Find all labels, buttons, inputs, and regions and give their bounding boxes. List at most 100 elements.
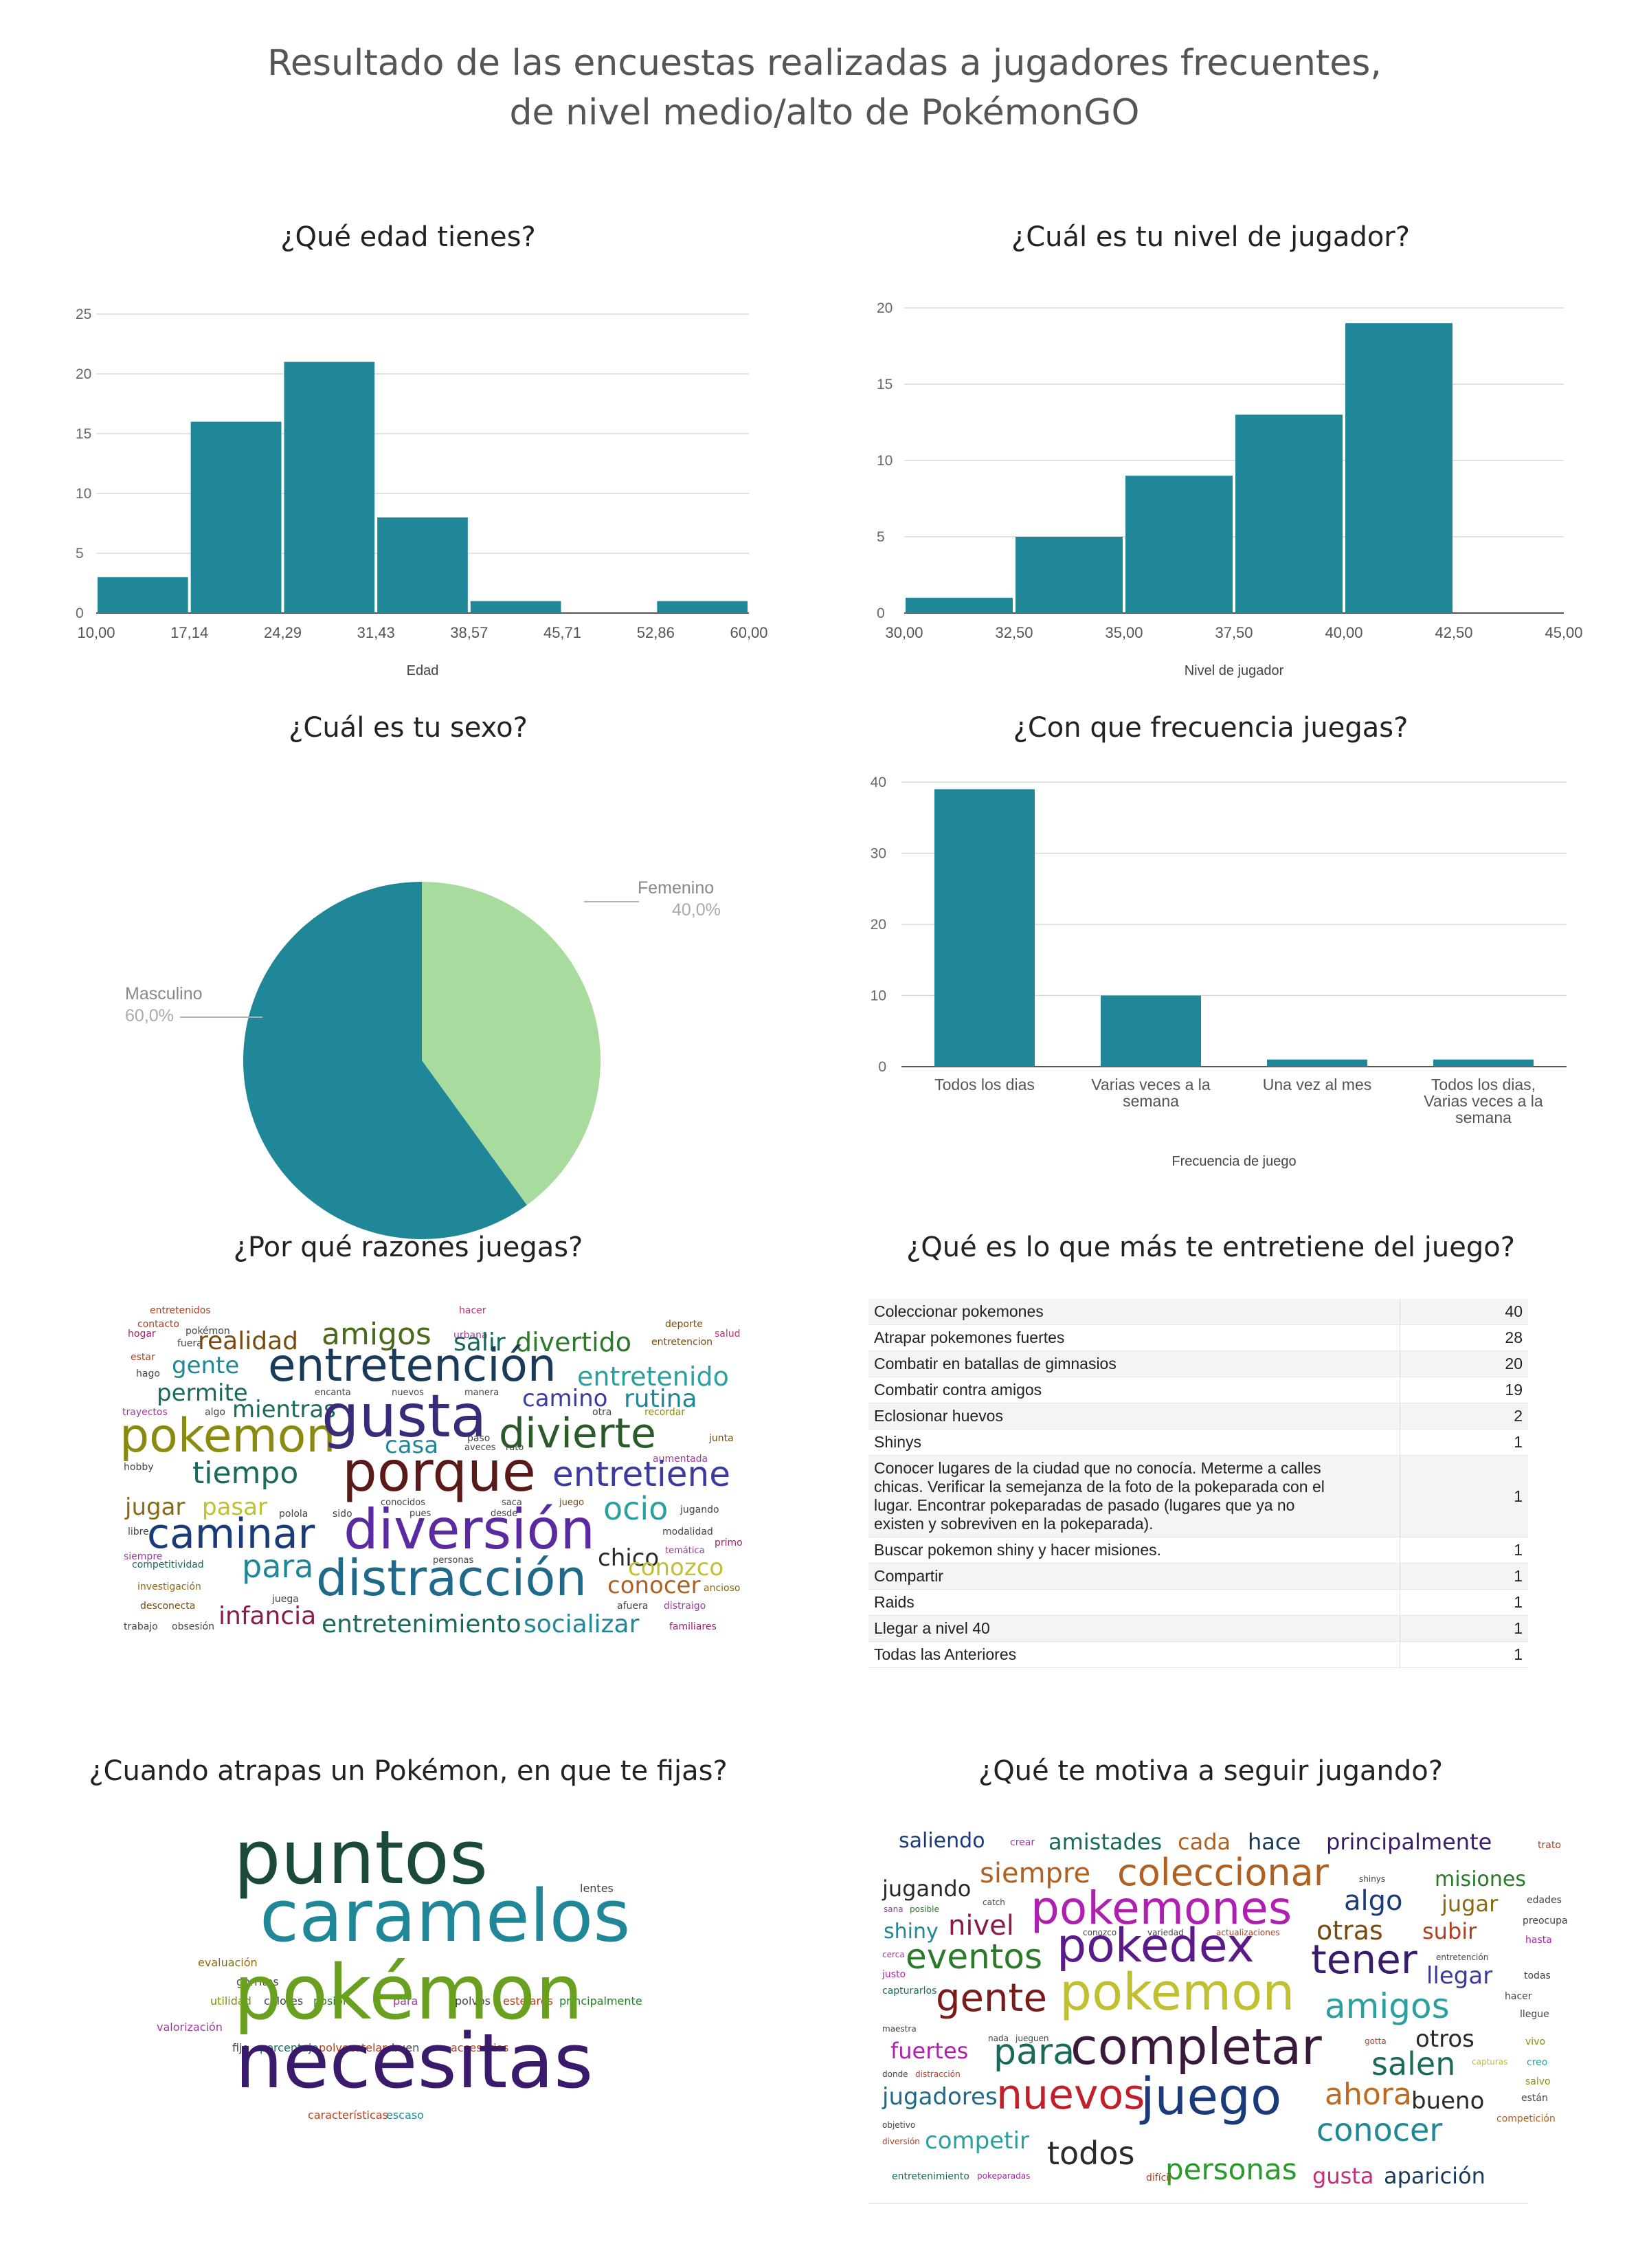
word-cloud-word: desde <box>491 1509 518 1519</box>
word-cloud-word: nuevos <box>392 1388 424 1398</box>
word-cloud-word: características <box>308 2109 388 2122</box>
frequency-bar-chart: 0 10 20 30 40 Todos los dias Varias veces a la… <box>871 775 1567 1169</box>
word-cloud-word: ocio <box>603 1490 669 1527</box>
word-cloud-word: investigación <box>137 1581 201 1592</box>
table-cell-label: Buscar pokemon shiny y hacer misiones. <box>868 1537 1400 1564</box>
word-cloud-word: jugando <box>882 1876 972 1902</box>
table-cell-value: 28 <box>1400 1324 1528 1351</box>
word-cloud-word: nuevos <box>996 2071 1145 2119</box>
word-cloud-word: catch <box>983 1898 1005 1907</box>
word-cloud-word: conocer <box>607 1572 701 1599</box>
word-cloud-word: polvoestelar <box>319 2041 387 2054</box>
table-cell-value: 1 <box>1400 1589 1528 1616</box>
word-cloud-word: entretenimiento <box>892 2171 969 2182</box>
word-cloud-word: aveces <box>464 1443 496 1453</box>
word-cloud-word: paso <box>467 1433 491 1444</box>
table-cell-label: Combatir contra amigos <box>868 1377 1400 1403</box>
word-cloud-word: buen <box>392 2041 420 2054</box>
freq-ytick-label: 10 <box>871 988 886 1004</box>
entertain-table: Coleccionar pokemones 40 Atrapar pokemones… <box>868 1299 1528 1668</box>
word-cloud-word: entretiene <box>552 1454 730 1494</box>
age-xtick-label: 31,43 <box>357 624 395 641</box>
word-cloud-word: entretenido <box>577 1361 729 1392</box>
age-bar <box>657 601 748 613</box>
word-cloud-word: modalidad <box>662 1526 713 1537</box>
word-cloud-word: variedad <box>1147 1928 1184 1937</box>
word-cloud-word: colores <box>264 1994 304 2008</box>
freq-category-label: Todos los dias <box>934 1076 1035 1093</box>
table-row: Conocer lugares de la ciudad que no cono… <box>868 1455 1528 1537</box>
word-cloud-word: nivel <box>948 1910 1014 1942</box>
table-cell-label: Raids <box>868 1589 1400 1616</box>
age-xlabel: Edad <box>407 663 439 678</box>
word-cloud-word: rutina <box>624 1385 697 1413</box>
age-ytick-label: 15 <box>76 426 91 442</box>
word-cloud-word: temática <box>665 1546 705 1556</box>
freq-category-label: Una vez al mes <box>1263 1076 1372 1093</box>
word-cloud-word: cada <box>1178 1829 1231 1855</box>
freq-ytick-label: 40 <box>871 775 886 790</box>
word-cloud-word: entretención <box>1436 1953 1489 1962</box>
word-cloud-word: llegue <box>1520 2009 1549 2020</box>
word-cloud-word: entretencion <box>651 1337 713 1348</box>
level-xtick-label: 37,50 <box>1215 624 1253 641</box>
word-cloud-word: salud <box>715 1328 741 1339</box>
word-cloud-word: salen <box>1371 2045 1456 2082</box>
word-cloud-word: divertido <box>515 1327 631 1357</box>
level-bar <box>1016 537 1123 613</box>
word-cloud-word: competir <box>925 2127 1029 2155</box>
word-cloud-word: todos <box>1047 2135 1135 2172</box>
word-cloud-word: realidad <box>198 1327 298 1355</box>
table-cell-value: 20 <box>1400 1350 1528 1377</box>
age-xtick-label: 60,00 <box>730 624 767 641</box>
motivate-word-cloud: saliendo crear amistades cada hace principalm… <box>873 1821 1568 2206</box>
word-cloud-word: principalmente <box>1326 1829 1492 1855</box>
table-cell-label: Llegar a nivel 40 <box>868 1615 1400 1642</box>
word-cloud-word: diversión <box>882 2137 920 2146</box>
age-bar <box>284 362 375 613</box>
word-cloud-word: shinys <box>1359 1874 1386 1884</box>
word-cloud-word: todas <box>1524 1970 1551 1981</box>
word-cloud-word: ahora <box>1325 2077 1412 2112</box>
word-cloud-word: hogar <box>128 1328 156 1339</box>
level-ytick-label: 10 <box>877 453 893 469</box>
age-histogram: 0 5 10 15 20 25 10,00 17,14 24,29 31,43 38,57 45,71… <box>76 307 768 678</box>
word-cloud-word: fuertes <box>890 2038 969 2064</box>
age-ytick-label: 25 <box>76 307 91 322</box>
word-cloud-word: amistades <box>1048 1829 1163 1855</box>
word-cloud-word: coleccionar <box>1117 1851 1329 1894</box>
word-cloud-word: contacto <box>137 1319 179 1330</box>
word-cloud-word: sana <box>884 1904 904 1914</box>
word-cloud-word: utilidad <box>210 1994 251 2008</box>
word-cloud-word: saliendo <box>899 1829 985 1853</box>
word-cloud-word: principalmente <box>559 1994 642 2008</box>
word-cloud-word: actualizaciones <box>1216 1928 1280 1937</box>
pie-slice-femenino <box>422 882 601 1205</box>
table-cell-label: Eclosionar huevos <box>868 1403 1400 1430</box>
word-cloud-word: algo <box>205 1407 225 1418</box>
table-row: Atrapar pokemones fuertes 28 <box>868 1324 1528 1351</box>
word-cloud-word: gente <box>172 1352 240 1379</box>
word-cloud-word: pokémon <box>234 1948 583 2036</box>
word-cloud-word: crear <box>1010 1837 1035 1848</box>
catch-cloud-title: ¿Cuando atrapas un Pokémon, en que te fi… <box>89 1755 728 1787</box>
table-row: Eclosionar huevos 2 <box>868 1403 1528 1430</box>
level-xtick-label: 42,50 <box>1435 624 1472 641</box>
word-cloud-word: chico <box>598 1544 660 1572</box>
level-ytick-label: 15 <box>877 377 893 392</box>
table-cell-label: Shinys <box>868 1429 1400 1456</box>
freq-bar <box>1267 1059 1367 1067</box>
word-cloud-word: llegar <box>1426 1962 1493 1990</box>
word-cloud-word: hasta <box>1525 1935 1552 1946</box>
word-cloud-word: posible <box>910 1904 939 1914</box>
age-xtick-label: 10,00 <box>77 624 115 641</box>
level-bar <box>1345 323 1452 613</box>
word-cloud-word: lentes <box>580 1882 614 1895</box>
word-cloud-word: pokeparadas <box>977 2171 1031 2181</box>
word-cloud-word: amigos <box>1325 1986 1450 2026</box>
word-cloud-word: otras <box>1316 1915 1383 1946</box>
level-ytick-label: 20 <box>877 300 893 316</box>
word-cloud-word: otros <box>1415 2025 1474 2053</box>
word-cloud-word: recordar <box>644 1407 686 1418</box>
age-xtick-label: 24,29 <box>264 624 302 641</box>
